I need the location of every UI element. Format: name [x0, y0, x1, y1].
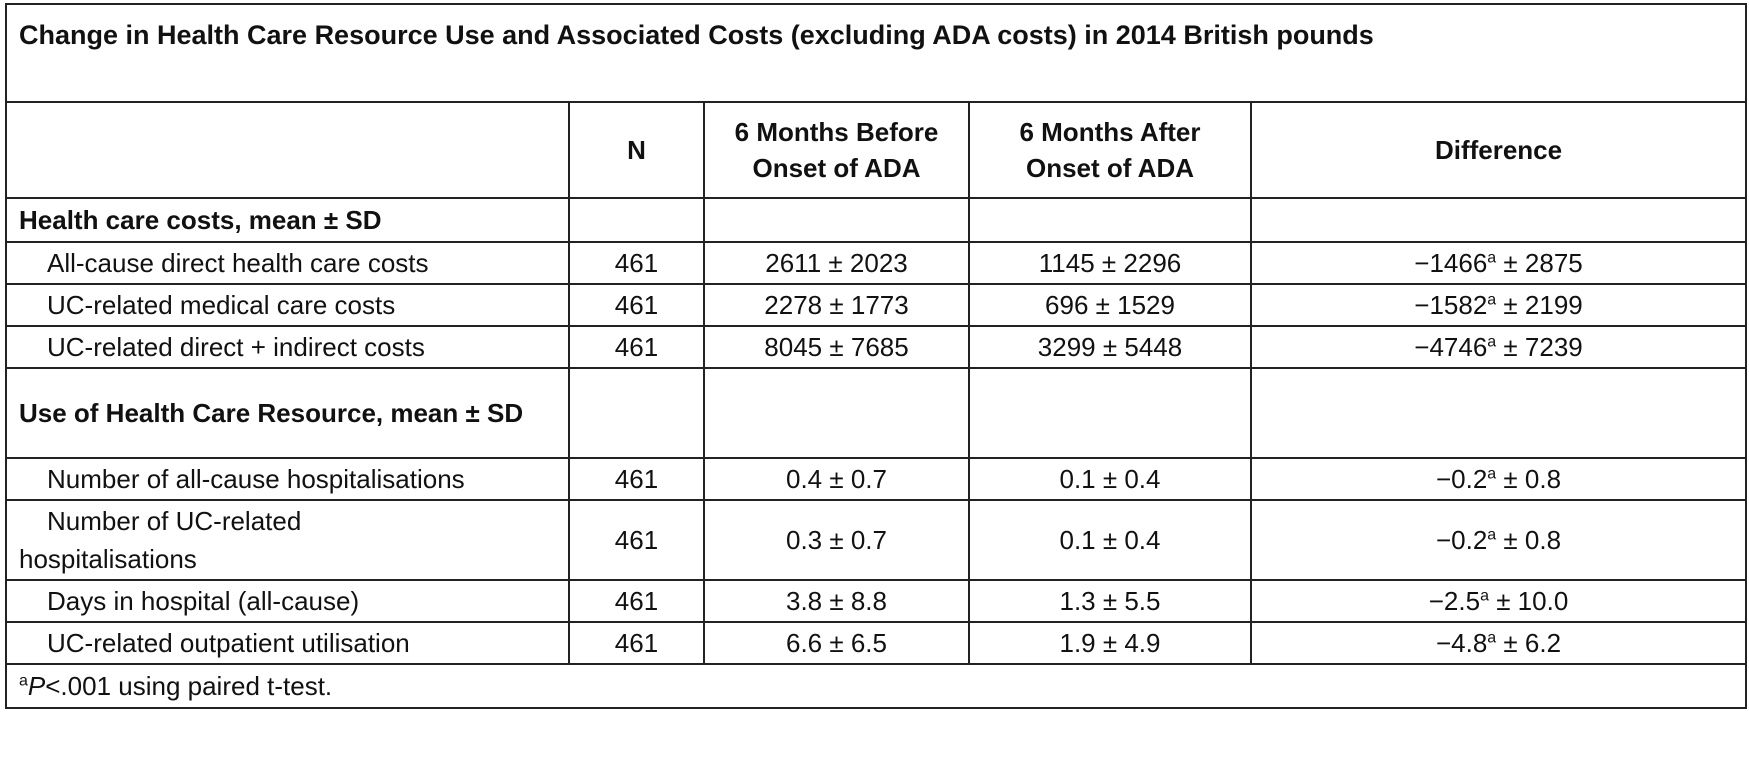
after-cell: 1.3 ± 5.5 [968, 579, 1252, 623]
column-header-after: 6 Months After Onset of ADA [968, 101, 1252, 199]
before-cell: 6.6 ± 6.5 [703, 621, 970, 665]
empty-cell [968, 197, 1252, 243]
section-label: Health care costs, mean ± SD [5, 197, 570, 243]
row-label: UC-related outpatient utilisation [5, 621, 570, 665]
table-row: UC-related outpatient utilisation 461 6.… [5, 621, 1748, 665]
section-header-row: Health care costs, mean ± SD [5, 197, 1748, 243]
difference-cell: −4.8a ± 6.2 [1249, 621, 1748, 665]
difference-cell: −4746a ± 7239 [1249, 325, 1748, 369]
after-cell: 3299 ± 5448 [968, 325, 1252, 369]
row-label-line1: Number of UC-related [47, 506, 302, 536]
difference-cell: −1582a ± 2199 [1249, 283, 1748, 327]
table-row: UC-related direct + indirect costs 461 8… [5, 325, 1748, 369]
empty-cell [1249, 197, 1748, 243]
empty-cell [968, 367, 1252, 459]
n-cell: 461 [568, 499, 705, 581]
column-header-before: 6 Months Before Onset of ADA [703, 101, 970, 199]
difference-cell: −2.5a ± 10.0 [1249, 579, 1748, 623]
column-header-blank [5, 101, 570, 199]
footnote: aP<.001 using paired t-test. [4, 663, 1748, 709]
after-cell: 696 ± 1529 [968, 283, 1252, 327]
difference-cell: −0.2a ± 0.8 [1249, 457, 1748, 501]
row-label: All-cause direct health care costs [5, 241, 570, 285]
difference-cell: −1466a ± 2875 [1249, 241, 1748, 285]
column-header-difference: Difference [1249, 101, 1748, 199]
table-row: All-cause direct health care costs 461 2… [5, 241, 1748, 285]
n-cell: 461 [568, 325, 705, 369]
section-label: Use of Health Care Resource, mean ± SD [5, 367, 570, 459]
row-label: Number of all-cause hospitalisations [5, 457, 570, 501]
after-cell: 0.1 ± 0.4 [968, 499, 1252, 581]
n-cell: 461 [568, 457, 705, 501]
table-row: Days in hospital (all-cause) 461 3.8 ± 8… [5, 579, 1748, 623]
empty-cell [568, 367, 705, 459]
row-label: Days in hospital (all-cause) [5, 579, 570, 623]
section-header-row: Use of Health Care Resource, mean ± SD [5, 367, 1748, 459]
n-cell: 461 [568, 283, 705, 327]
data-table: Change in Health Care Resource Use and A… [4, 3, 1748, 709]
before-cell: 0.4 ± 0.7 [703, 457, 970, 501]
after-cell: 1.9 ± 4.9 [968, 621, 1252, 665]
before-cell: 2611 ± 2023 [703, 241, 970, 285]
n-cell: 461 [568, 579, 705, 623]
empty-cell [703, 197, 970, 243]
empty-cell [568, 197, 705, 243]
row-label: Number of UC-related hospitalisations [5, 499, 570, 581]
table-title: Change in Health Care Resource Use and A… [4, 3, 1748, 103]
table-container: Change in Health Care Resource Use and A… [4, 3, 1748, 709]
empty-cell [1249, 367, 1748, 459]
table-row: Number of all-cause hospitalisations 461… [5, 457, 1748, 501]
difference-cell: −0.2a ± 0.8 [1249, 499, 1748, 581]
before-cell: 0.3 ± 0.7 [703, 499, 970, 581]
n-cell: 461 [568, 621, 705, 665]
column-header-n: N [568, 101, 705, 199]
row-label-line2: hospitalisations [19, 544, 197, 574]
footnote-row: aP<.001 using paired t-test. [4, 663, 1748, 709]
row-label: UC-related medical care costs [5, 283, 570, 327]
before-cell: 2278 ± 1773 [703, 283, 970, 327]
empty-cell [703, 367, 970, 459]
table-row: Number of UC-related hospitalisations 461… [5, 499, 1748, 581]
title-row: Change in Health Care Resource Use and A… [4, 3, 1748, 103]
header-row: N 6 Months Before Onset of ADA 6 Months … [5, 101, 1748, 199]
before-cell: 8045 ± 7685 [703, 325, 970, 369]
before-cell: 3.8 ± 8.8 [703, 579, 970, 623]
after-cell: 0.1 ± 0.4 [968, 457, 1252, 501]
table-row: UC-related medical care costs 461 2278 ±… [5, 283, 1748, 327]
n-cell: 461 [568, 241, 705, 285]
row-label: UC-related direct + indirect costs [5, 325, 570, 369]
after-cell: 1145 ± 2296 [968, 241, 1252, 285]
